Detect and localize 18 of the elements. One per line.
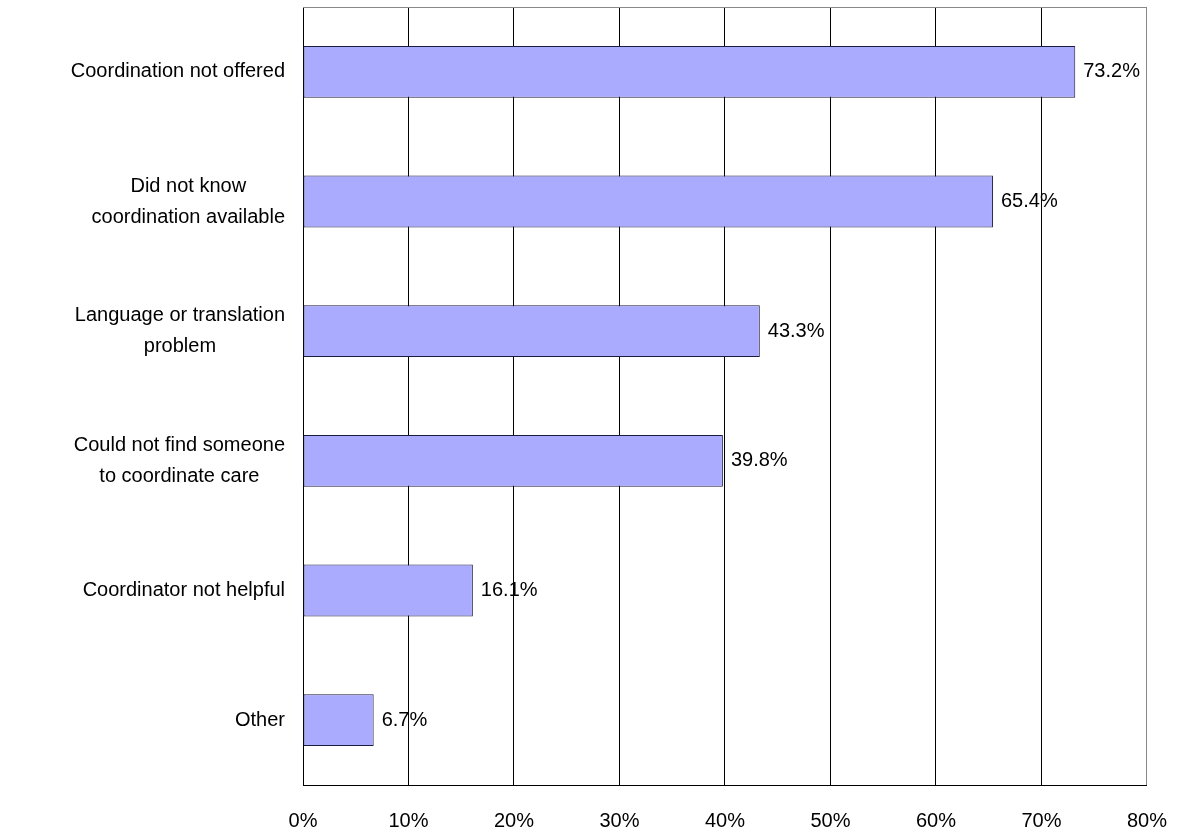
x-tick-label: 30%: [599, 808, 640, 831]
y-tick-label: Coordinator not helpful: [82, 578, 285, 601]
y-tick-label: Did not know coordination available: [91, 173, 285, 227]
data-label: 39.8%: [730, 448, 788, 471]
x-tick-label: 10%: [388, 808, 429, 831]
data-label: 43.3%: [767, 318, 825, 341]
x-tick-label: 40%: [704, 808, 746, 831]
y-tick-label: Other: [234, 707, 286, 730]
x-tick-label: 50%: [810, 808, 851, 831]
x-tick-label: 60%: [915, 808, 957, 831]
x-tick-label: 0%: [288, 808, 318, 831]
y-tick-label: Could not find someone to coordinate care: [73, 432, 285, 486]
x-tick-label: 20%: [493, 808, 535, 831]
y-tick-label: Language or translation problem: [74, 303, 285, 357]
y-tick-label: Coordination not offered: [70, 59, 285, 82]
data-label: 73.2%: [1083, 59, 1141, 82]
x-tick-label: 80%: [1126, 808, 1168, 831]
x-tick-label: 70%: [1021, 808, 1062, 831]
